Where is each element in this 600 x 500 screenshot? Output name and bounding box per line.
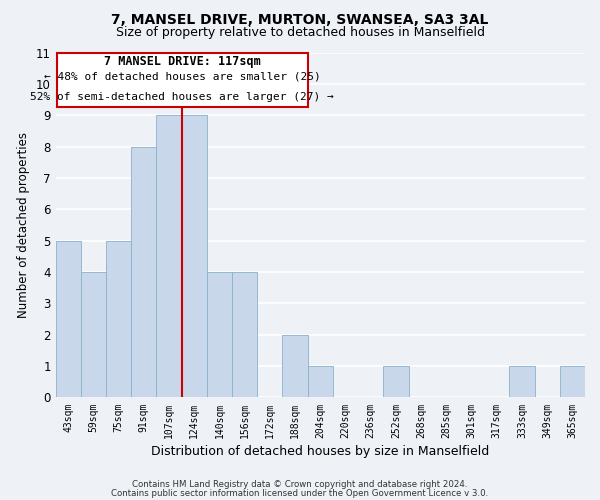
X-axis label: Distribution of detached houses by size in Manselfield: Distribution of detached houses by size … [151,444,490,458]
Bar [182,115,207,398]
Text: Size of property relative to detached houses in Manselfield: Size of property relative to detached ho… [115,26,485,39]
Text: 52% of semi-detached houses are larger (27) →: 52% of semi-detached houses are larger (… [31,92,334,102]
Bar [81,272,106,398]
Bar [283,334,308,398]
Bar [157,115,182,398]
FancyBboxPatch shape [57,52,308,108]
Text: ← 48% of detached houses are smaller (25): ← 48% of detached houses are smaller (25… [44,71,320,81]
Bar [560,366,585,398]
Bar [207,272,232,398]
Text: Contains public sector information licensed under the Open Government Licence v : Contains public sector information licen… [112,489,488,498]
Text: 7 MANSEL DRIVE: 117sqm: 7 MANSEL DRIVE: 117sqm [104,55,260,68]
Bar [56,240,81,398]
Bar [509,366,535,398]
Bar [308,366,333,398]
Bar [131,146,157,398]
Bar [232,272,257,398]
Bar [106,240,131,398]
Text: 7, MANSEL DRIVE, MURTON, SWANSEA, SA3 3AL: 7, MANSEL DRIVE, MURTON, SWANSEA, SA3 3A… [112,12,488,26]
Bar [383,366,409,398]
Text: Contains HM Land Registry data © Crown copyright and database right 2024.: Contains HM Land Registry data © Crown c… [132,480,468,489]
Y-axis label: Number of detached properties: Number of detached properties [17,132,30,318]
